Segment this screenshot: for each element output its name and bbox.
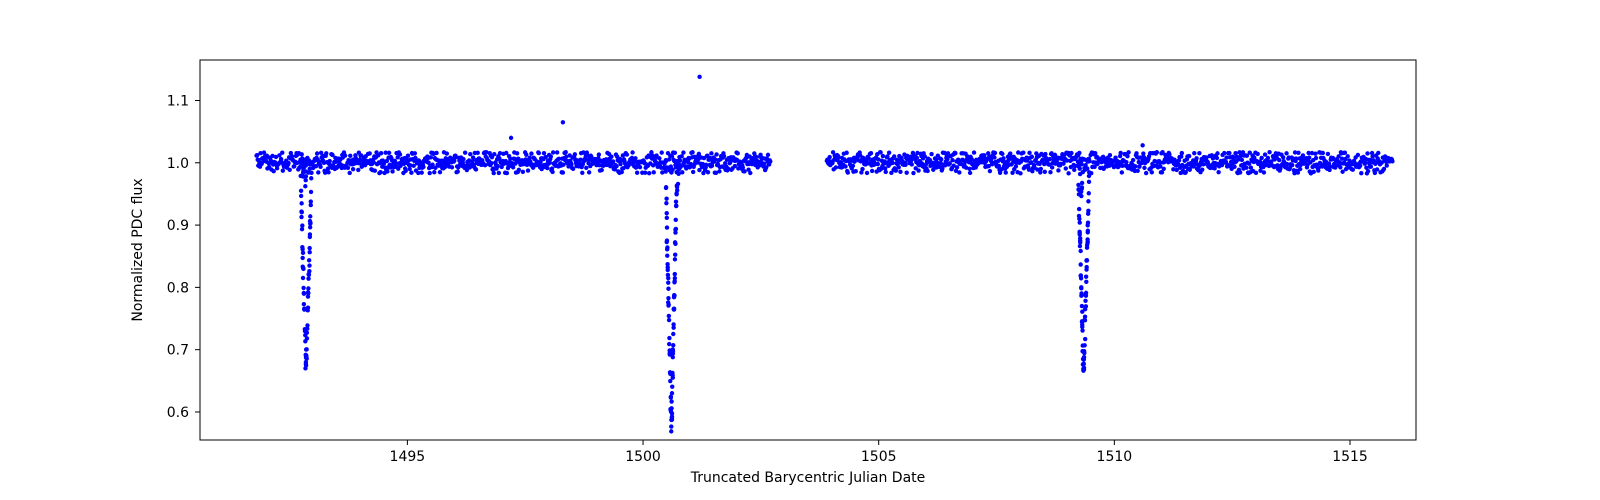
x-tick-label: 1505 <box>861 449 897 465</box>
chart-background <box>0 0 1600 500</box>
y-tick-label: 0.7 <box>167 343 189 359</box>
x-tick-label: 1500 <box>625 449 661 465</box>
y-tick-label: 0.6 <box>167 405 189 421</box>
y-tick-label: 1.0 <box>167 156 189 172</box>
y-tick-label: 1.1 <box>167 93 189 109</box>
x-axis-label: Truncated Barycentric Julian Date <box>690 470 926 486</box>
x-tick-label: 1515 <box>1332 449 1368 465</box>
y-tick-label: 0.8 <box>167 280 189 296</box>
y-axis-label: Normalized PDC flux <box>130 178 146 321</box>
x-tick-label: 1510 <box>1097 449 1133 465</box>
x-tick-label: 1495 <box>390 449 426 465</box>
y-tick-label: 0.9 <box>167 218 189 234</box>
lightcurve-chart: 14951500150515101515 0.60.70.80.91.01.1 … <box>0 0 1600 500</box>
